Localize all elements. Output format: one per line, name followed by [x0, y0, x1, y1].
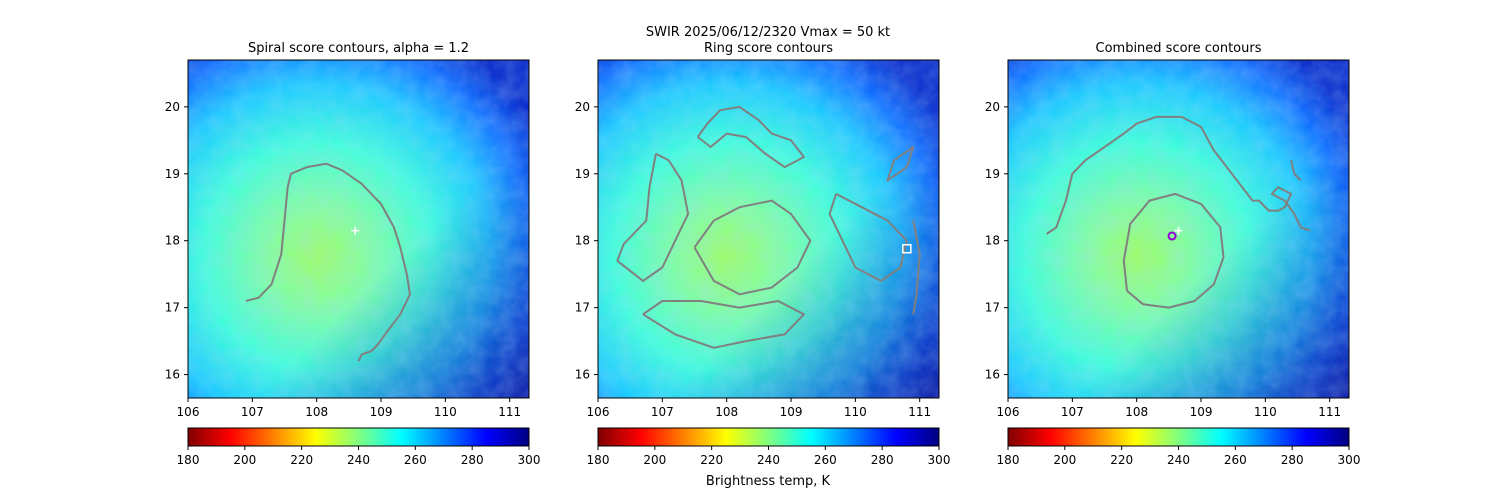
colorbar-tick-label: 300 [928, 453, 951, 467]
colorbar-tick-label: 220 [1110, 453, 1133, 467]
contour-ring-north [696, 105, 805, 169]
colorbar-tick-label: 260 [1224, 453, 1247, 467]
suptitle: SWIR 2025/06/12/2320 Vmax = 50 kt [646, 25, 890, 40]
contour-ring-west [616, 152, 690, 282]
panel-title: Combined score contours [1096, 41, 1262, 56]
colorbar-tick-label: 200 [1053, 453, 1076, 467]
contour-outer-band-tail [1290, 160, 1302, 182]
y-tick-label: 17 [985, 301, 1000, 315]
axes-frame [597, 59, 940, 399]
contour-group [1046, 115, 1311, 309]
y-tick-label: 20 [985, 100, 1000, 114]
x-tick-label: 111 [498, 405, 521, 419]
ir-texture [598, 60, 939, 398]
contour-group [616, 105, 921, 349]
colorbar [1007, 427, 1350, 447]
x-tick-label: 108 [715, 405, 738, 419]
y-tick-label: 17 [165, 301, 180, 315]
y-tick-label: 16 [165, 368, 180, 382]
y-tick-label: 19 [165, 167, 180, 181]
colorbar-tick-label: 180 [997, 453, 1020, 467]
y-tick-label: 18 [985, 234, 1000, 248]
colorbar [597, 427, 940, 447]
contour-ring-center [693, 199, 812, 296]
x-tick-label: 110 [434, 405, 457, 419]
colorbar-tick-label: 260 [814, 453, 837, 467]
x-tick-label: 110 [1254, 405, 1277, 419]
colorbar-tick-label: 200 [233, 453, 256, 467]
x-tick-label: 107 [651, 405, 674, 419]
colorbar-tick-label: 220 [290, 453, 313, 467]
x-tick-label: 108 [305, 405, 328, 419]
colorbar-tick-label: 180 [587, 453, 610, 467]
y-tick-label: 16 [985, 368, 1000, 382]
x-tick-label: 106 [177, 405, 200, 419]
colorbar-tick-label: 220 [700, 453, 723, 467]
colorbar-tick-label: 300 [1338, 453, 1361, 467]
center-marker-plus [1174, 226, 1183, 235]
y-tick-label: 16 [575, 368, 590, 382]
colorbar-tick-label: 200 [643, 453, 666, 467]
contour-core-ring [1122, 192, 1225, 309]
x-tick-label: 106 [587, 405, 610, 419]
ir-texture [188, 60, 529, 398]
x-tick-label: 109 [780, 405, 803, 419]
panel-title: Ring score contours [704, 41, 833, 56]
colorbar-tick-label: 280 [461, 453, 484, 467]
contour-ring-east [828, 193, 908, 282]
contour-spiral [245, 162, 411, 362]
x-tick-label: 111 [908, 405, 931, 419]
colorbar [187, 427, 530, 447]
y-tick-label: 17 [575, 301, 590, 315]
y-tick-label: 20 [575, 100, 590, 114]
y-tick-label: 18 [165, 234, 180, 248]
x-tick-label: 106 [997, 405, 1020, 419]
x-tick-label: 111 [1318, 405, 1341, 419]
x-tick-label: 107 [1061, 405, 1084, 419]
x-tick-label: 109 [370, 405, 393, 419]
x-tick-label: 107 [241, 405, 264, 419]
colorbar-tick-label: 240 [757, 453, 780, 467]
contour-ring-south [642, 300, 805, 349]
y-tick-label: 19 [575, 167, 590, 181]
colorbar-tick-label: 280 [871, 453, 894, 467]
axes-frame [187, 59, 530, 399]
colorbar-label: Brightness temp, K [706, 474, 831, 489]
panel-2: Ring score contours 106 107 108 109 110 111 16 1… [575, 41, 951, 467]
panel-title: Spiral score contours, alpha = 1.2 [248, 41, 469, 56]
panel-1: Spiral score contours, alpha = 1.2 106 107… [165, 41, 541, 467]
center-marker-square [902, 243, 912, 254]
x-tick-label: 108 [1125, 405, 1148, 419]
colorbar-tick-label: 240 [347, 453, 370, 467]
contour-group [245, 162, 411, 362]
y-tick-label: 20 [165, 100, 180, 114]
colorbar-tick-label: 280 [1281, 453, 1304, 467]
center-marker-plus [351, 226, 360, 235]
y-tick-label: 19 [985, 167, 1000, 181]
y-tick-label: 18 [575, 234, 590, 248]
colorbar-tick-label: 180 [177, 453, 200, 467]
colorbar-tick-label: 300 [518, 453, 541, 467]
x-tick-label: 110 [844, 405, 867, 419]
x-tick-label: 109 [1190, 405, 1213, 419]
center-marker-circle [1167, 231, 1177, 241]
axes-frame [1007, 59, 1350, 399]
contour-outer-band [1046, 115, 1311, 235]
contour-ring-outer-east [912, 220, 921, 315]
contour-ring-far-east [886, 146, 915, 182]
colorbar-tick-label: 260 [404, 453, 427, 467]
colorbar-tick-label: 240 [1167, 453, 1190, 467]
panel-3: Combined score contours 106 107 108 109 110 11… [985, 41, 1361, 467]
